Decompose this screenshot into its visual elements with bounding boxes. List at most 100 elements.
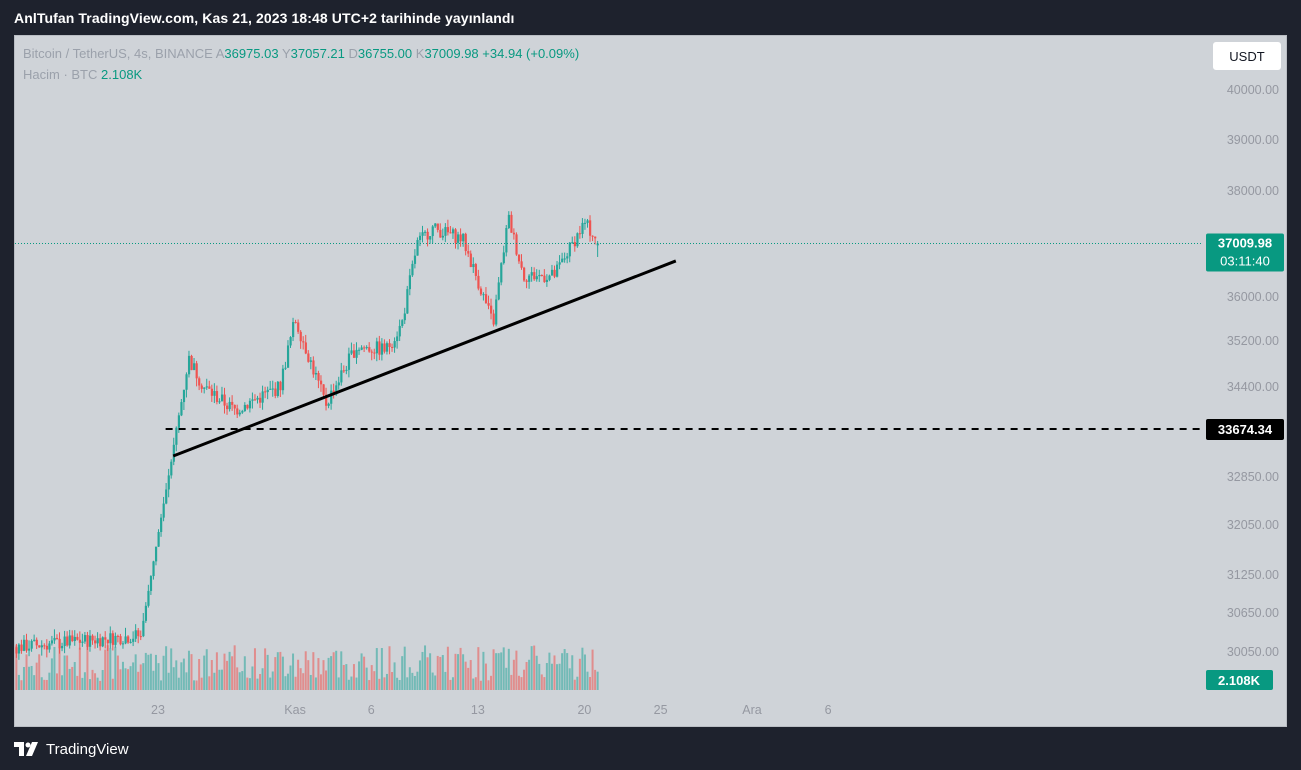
volume-bar bbox=[210, 660, 213, 690]
volume-bar bbox=[142, 663, 145, 690]
candle-body bbox=[30, 640, 33, 649]
volume-bar bbox=[165, 646, 168, 690]
candle-body bbox=[370, 351, 373, 353]
volume-bar bbox=[172, 667, 175, 690]
chart-canvas[interactable]: 40000.00 39000.00 38000.00 36000.00 35200.00… bbox=[15, 36, 1287, 727]
volume-bar bbox=[314, 677, 317, 690]
candle-body bbox=[149, 576, 153, 591]
volume-bar bbox=[472, 678, 475, 690]
volume-bar bbox=[594, 669, 597, 690]
candle-body bbox=[434, 223, 437, 227]
candle-body bbox=[45, 645, 49, 650]
symbol-label[interactable]: Bitcoin / TetherUS, 4s, BINANCE bbox=[23, 46, 213, 61]
volume-bar bbox=[467, 667, 470, 690]
volume-bar bbox=[363, 656, 366, 690]
volume-bar bbox=[454, 653, 457, 690]
volume-bar bbox=[591, 649, 594, 690]
candle-body bbox=[317, 372, 320, 381]
candle-body bbox=[28, 648, 31, 651]
volume-bar bbox=[408, 667, 411, 690]
price-tick-label: 32050.00 bbox=[1227, 518, 1279, 532]
time-tick-label: 25 bbox=[654, 703, 668, 717]
candle-body bbox=[264, 391, 267, 393]
candle-body bbox=[281, 368, 285, 391]
candle-body bbox=[416, 240, 419, 256]
candle-body bbox=[289, 337, 292, 346]
candle-body bbox=[66, 636, 69, 646]
volume-bar bbox=[358, 661, 361, 690]
candle-body bbox=[500, 263, 503, 283]
volume-bar bbox=[586, 671, 589, 690]
volume-bar bbox=[540, 674, 543, 690]
candle-body bbox=[350, 350, 353, 354]
candle-body bbox=[355, 349, 358, 358]
candle-body bbox=[451, 229, 455, 234]
candle-body bbox=[63, 636, 66, 646]
candle-body bbox=[226, 405, 229, 410]
candle-body bbox=[487, 303, 490, 306]
open-label: A bbox=[215, 46, 225, 61]
candle-body bbox=[109, 633, 112, 644]
price-tick-label: 38000.00 bbox=[1227, 184, 1279, 198]
candle-body bbox=[439, 229, 442, 238]
candle-body bbox=[309, 360, 313, 362]
candle-body bbox=[124, 636, 127, 644]
volume-bar bbox=[352, 664, 355, 690]
volume-bar bbox=[170, 648, 173, 690]
candle-body bbox=[444, 227, 447, 236]
candle-body bbox=[497, 282, 500, 300]
price-tick-label: 30650.00 bbox=[1227, 606, 1279, 620]
candle-body bbox=[266, 389, 269, 393]
volume-bar bbox=[147, 654, 150, 690]
candle-body bbox=[213, 391, 216, 396]
volume-bar bbox=[269, 677, 272, 690]
candle-body bbox=[299, 331, 302, 342]
volume-bar bbox=[124, 668, 127, 690]
candle-body bbox=[424, 231, 427, 233]
candle-body bbox=[307, 353, 310, 362]
candle-body bbox=[505, 228, 508, 253]
volume-bar bbox=[365, 667, 368, 690]
volume-bar bbox=[289, 665, 292, 690]
volume-bar bbox=[73, 662, 76, 690]
volume-bar bbox=[78, 647, 81, 690]
candle-body bbox=[594, 236, 597, 239]
volume-bar bbox=[373, 671, 376, 690]
chart-panel[interactable]: 40000.00 39000.00 38000.00 36000.00 35200.00… bbox=[14, 35, 1287, 727]
volume-bar bbox=[530, 646, 533, 690]
volume-bar bbox=[137, 671, 140, 690]
trendline[interactable] bbox=[172, 259, 677, 458]
candle-body bbox=[591, 235, 594, 237]
candle-body bbox=[38, 645, 41, 648]
volume-bar bbox=[281, 656, 284, 690]
candle-body bbox=[170, 461, 173, 476]
low-label: D bbox=[348, 46, 358, 61]
price-tick-label: 30050.00 bbox=[1227, 645, 1279, 659]
volume-bar bbox=[474, 677, 477, 690]
volume-bar bbox=[319, 674, 322, 690]
candle-body bbox=[319, 380, 323, 385]
volume-bar bbox=[48, 672, 51, 690]
candle-body bbox=[393, 341, 396, 348]
candle-body bbox=[292, 322, 295, 338]
candle-body bbox=[337, 382, 340, 386]
volume-label[interactable]: Hacim · BTC bbox=[23, 67, 98, 82]
volume-bar bbox=[464, 661, 467, 690]
candle-body bbox=[35, 639, 38, 646]
tradingview-logo[interactable]: TradingView bbox=[14, 739, 129, 759]
currency-button[interactable]: USDT bbox=[1212, 41, 1282, 71]
candle-body bbox=[365, 347, 368, 349]
candle-body bbox=[78, 639, 82, 643]
time-tick-label: 13 bbox=[471, 703, 485, 717]
volume-bar bbox=[66, 655, 69, 690]
volume-bar bbox=[543, 677, 546, 690]
candle-body bbox=[507, 214, 510, 229]
volume-bar bbox=[487, 680, 490, 690]
candle-body bbox=[43, 645, 46, 647]
volume-bar bbox=[182, 658, 185, 690]
candle-body bbox=[454, 229, 457, 243]
tradingview-brand-text: TradingView bbox=[46, 740, 129, 758]
volume-bar bbox=[581, 647, 584, 690]
candle-body bbox=[200, 385, 203, 389]
candle-body bbox=[335, 385, 338, 395]
